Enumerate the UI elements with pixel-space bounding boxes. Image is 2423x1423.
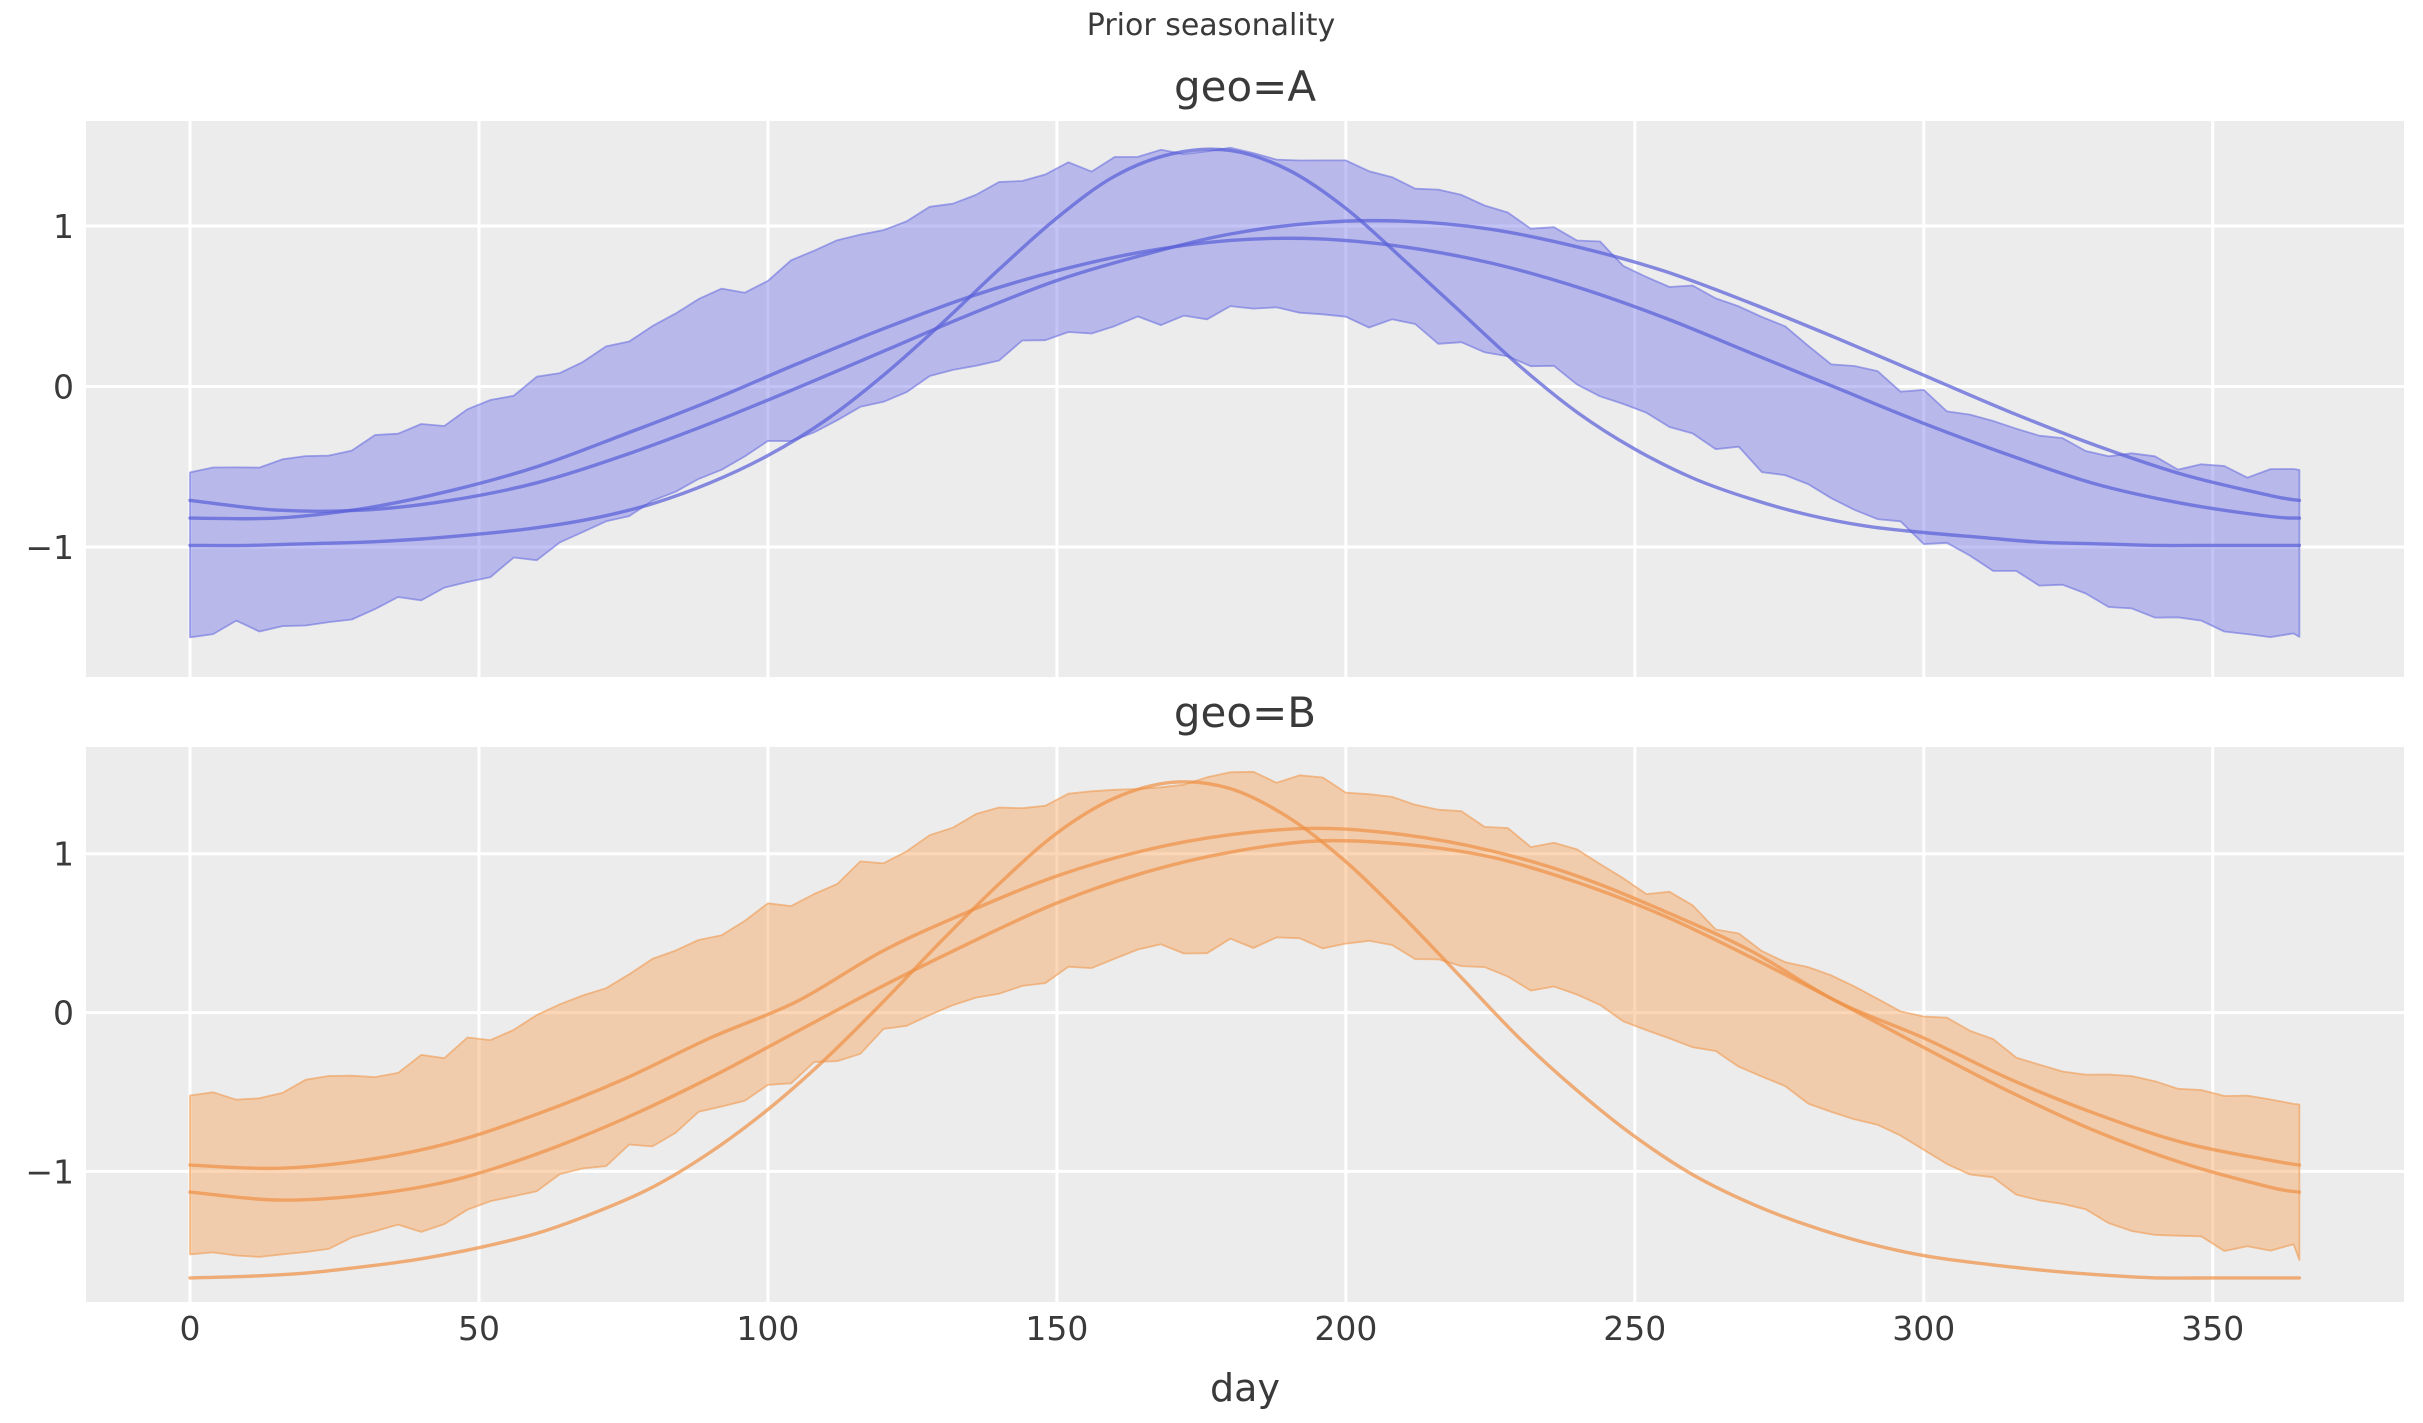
- subplot-b-prior-sample-2-line: [188, 826, 2302, 1171]
- subplot-b-plot-area: [86, 747, 2404, 1302]
- subplot-b-prior-sample-3-line: [188, 838, 2302, 1202]
- subplot-b-ytick-1: 1: [53, 835, 74, 874]
- subplot-a-plot-area: [86, 121, 2404, 677]
- subplot-b-ytick-0: 0: [53, 993, 74, 1032]
- xtick-150: 150: [1025, 1309, 1088, 1348]
- subplot-b: −1 0 1 0 50 100 150 200 250 300 350: [25, 747, 2404, 1348]
- subplot-b-gridlines: [86, 747, 2404, 1302]
- xtick-50: 50: [458, 1309, 500, 1348]
- subplot-a-credible-band: [189, 146, 2301, 639]
- subplot-a-ytick-0: 0: [53, 367, 74, 406]
- x-axis-label: day: [1210, 1366, 1280, 1410]
- xtick-0: 0: [180, 1309, 201, 1348]
- subplot-a-ytick-1: 1: [53, 207, 74, 246]
- xtick-300: 300: [1892, 1309, 1955, 1348]
- subplot-b-credible-band: [189, 770, 2301, 1261]
- xtick-200: 200: [1314, 1309, 1377, 1348]
- xtick-350: 350: [2181, 1309, 2244, 1348]
- subplot-a-prior-sample-3-line: [188, 236, 2302, 521]
- subplot-a-ytick--1: −1: [25, 528, 74, 567]
- subplot-a-title: geo=A: [1173, 62, 1317, 111]
- subplot-a: −1 0 1: [25, 121, 2404, 677]
- subplot-a-prior-sample-2-line: [188, 218, 2302, 513]
- subplot-a-gridlines: [86, 121, 2404, 677]
- subplot-a-prior-sample-1-line: [188, 147, 2302, 548]
- xtick-100: 100: [736, 1309, 799, 1348]
- figure-title: Prior seasonality: [1086, 8, 1336, 43]
- subplot-b-prior-sample-1-line: [188, 780, 2302, 1280]
- xtick-250: 250: [1603, 1309, 1666, 1348]
- subplot-b-ytick--1: −1: [25, 1152, 74, 1191]
- subplot-b-title: geo=B: [1173, 688, 1317, 737]
